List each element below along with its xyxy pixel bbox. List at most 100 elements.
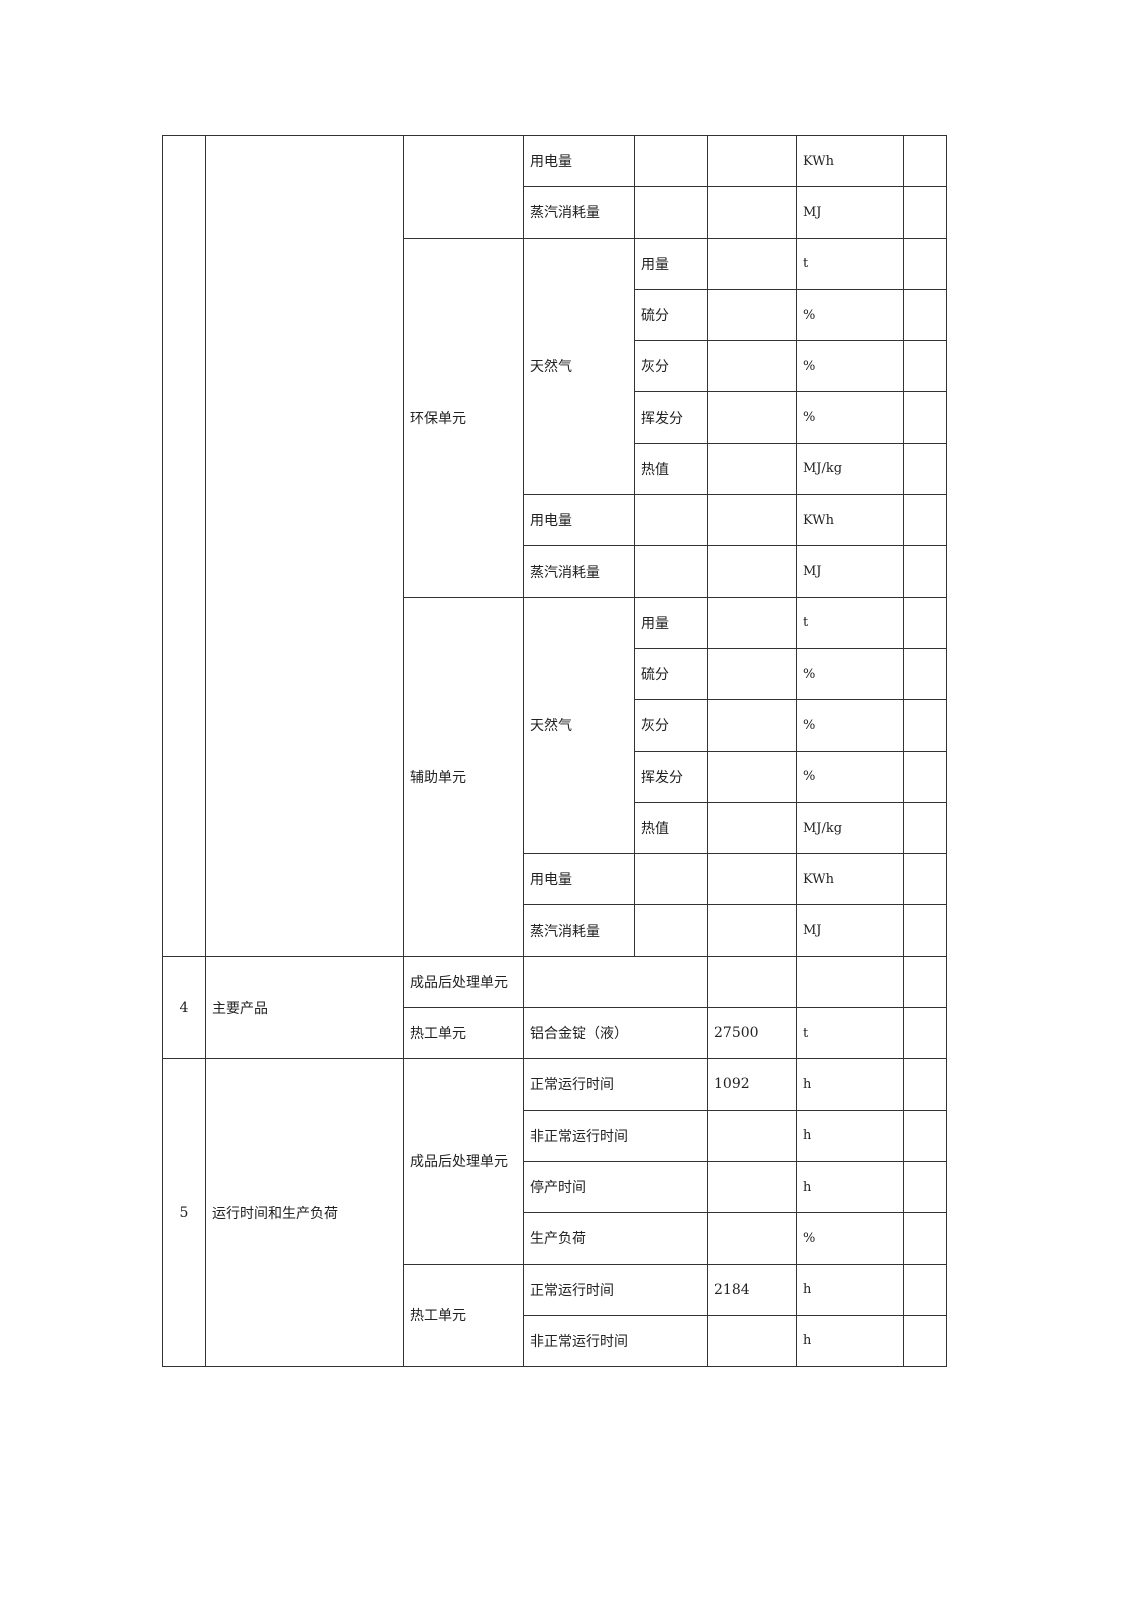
unit-name: 辅助单元 (403, 596, 524, 957)
unit-label: MJ/kg (796, 801, 904, 855)
item-label: 主要产品 (205, 955, 404, 1060)
table-row: 挥发分 % (163, 391, 947, 444)
table-row: 热值 MJ/kg (163, 801, 947, 855)
param-name: 生产负荷 (523, 1212, 708, 1265)
param-name: 热值 (634, 442, 708, 496)
note-cell (903, 1212, 947, 1265)
note-cell (903, 494, 947, 547)
unit-label: % (796, 647, 904, 701)
note-cell (903, 134, 947, 188)
item-no: 5 (162, 1058, 206, 1368)
item-no-cell (162, 135, 206, 957)
product-name: 铝合金锭（液） (523, 1007, 708, 1060)
unit-name: 热工单元 (403, 1007, 524, 1060)
value-cell (707, 237, 797, 290)
unit-label: h (796, 1314, 904, 1368)
table-row: 热工单元 正常运行时间 2184 h (163, 1263, 947, 1368)
note-cell (903, 442, 947, 496)
value-cell (707, 391, 797, 444)
value-cell (707, 904, 797, 957)
note-cell (903, 1263, 947, 1316)
table-row: 5 运行时间和生产负荷 成品后处理单元 正常运行时间 1092 h (162, 1058, 947, 1368)
table-row: 生产负荷 % (163, 1212, 947, 1265)
unit-label: % (796, 288, 904, 342)
product-name (523, 955, 708, 1009)
param-name: 用电量 (523, 494, 635, 547)
table-row: 硫分 % (163, 647, 947, 701)
value-cell (707, 288, 797, 342)
value-cell (707, 1109, 797, 1162)
note-cell (903, 801, 947, 855)
unit-label: MJ (796, 186, 904, 239)
unit-name: 环保单元 (403, 237, 524, 598)
param-name: 蒸汽消耗量 (523, 904, 635, 957)
table-row: 硫分 % (163, 288, 947, 342)
param-name: 非正常运行时间 (523, 1109, 708, 1162)
param-name: 热值 (634, 801, 708, 855)
value-cell (707, 442, 797, 496)
value-cell (707, 1160, 797, 1214)
value-cell (707, 186, 797, 239)
fuel-name: 天然气 (523, 237, 635, 496)
unit-label: MJ (796, 904, 904, 957)
unit-name: 热工单元 (403, 1263, 524, 1368)
value-cell: 27500 (707, 1007, 797, 1060)
note-cell (903, 545, 947, 598)
param-name: 灰分 (634, 340, 708, 393)
unit-cell (403, 135, 524, 239)
value-cell (707, 699, 797, 752)
param-name: 正常运行时间 (523, 1263, 708, 1316)
param-name: 挥发分 (634, 750, 708, 803)
value-cell (707, 545, 797, 598)
value-cell (707, 750, 797, 803)
note-cell (903, 647, 947, 701)
unit-name: 成品后处理单元 (403, 1058, 524, 1265)
unit-label: % (796, 750, 904, 803)
table-row: 热工单元 铝合金锭（液） 27500 t (163, 1007, 947, 1060)
unit-label: % (796, 699, 904, 752)
note-cell (903, 1160, 947, 1214)
unit-label: t (796, 596, 904, 649)
table-row: 用电量 KWh (163, 494, 947, 547)
param-name: 非正常运行时间 (523, 1314, 708, 1368)
table-row: 环保单元 天然气 用量 t (163, 237, 947, 598)
unit-label: h (796, 1160, 904, 1214)
unit-label: KWh (796, 853, 904, 906)
value-cell (707, 596, 797, 649)
param-name: 灰分 (634, 699, 708, 752)
unit-label: % (796, 1212, 904, 1265)
note-cell (903, 1314, 947, 1368)
param-name: 用量 (634, 237, 708, 290)
value-cell (707, 1212, 797, 1265)
value-cell (707, 1314, 797, 1368)
unit-label: h (796, 1109, 904, 1162)
table-row: 辅助单元 天然气 用量 t (163, 596, 947, 957)
unit-label: t (796, 237, 904, 290)
value-cell: 1092 (707, 1058, 797, 1111)
item-label: 运行时间和生产负荷 (205, 1058, 404, 1368)
note-cell (903, 186, 947, 239)
param-name: 硫分 (634, 288, 708, 342)
note-cell (903, 1007, 947, 1060)
param-name: 用电量 (523, 853, 635, 906)
unit-name: 成品后处理单元 (403, 955, 524, 1009)
table-row: 蒸汽消耗量 MJ (163, 904, 947, 957)
table-row: 用电量 KWh (162, 134, 947, 957)
note-cell (903, 237, 947, 290)
note-cell (903, 391, 947, 444)
note-cell (903, 288, 947, 342)
unit-label: % (796, 391, 904, 444)
table-row: 用电量 KWh (163, 853, 947, 906)
param-name: 用电量 (523, 134, 635, 188)
table-row: 停产时间 h (163, 1160, 947, 1214)
param-name: 挥发分 (634, 391, 708, 444)
value-cell (707, 647, 797, 701)
table-row: 蒸汽消耗量 MJ (163, 545, 947, 598)
unit-label (796, 955, 904, 1009)
table-row: 非正常运行时间 h (163, 1314, 947, 1368)
note-cell (903, 596, 947, 649)
value-cell (707, 801, 797, 855)
param-name: 停产时间 (523, 1160, 708, 1214)
item-no: 4 (162, 955, 206, 1060)
unit-label: % (796, 340, 904, 393)
